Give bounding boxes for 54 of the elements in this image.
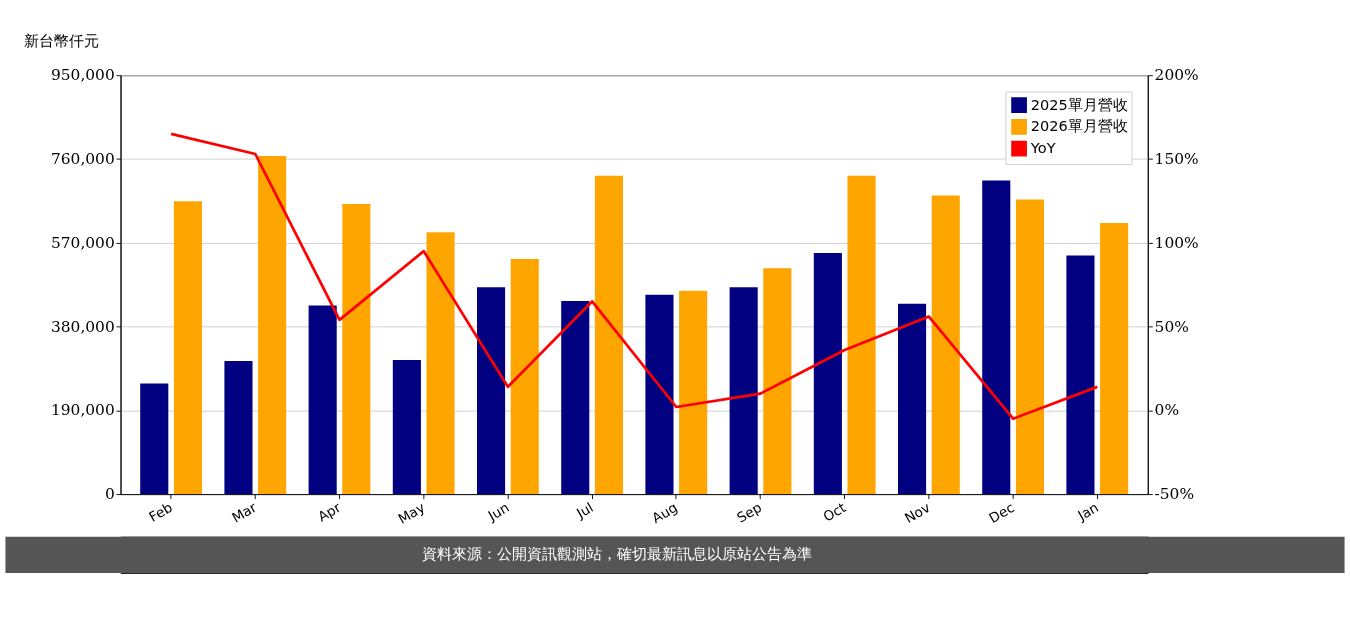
bar bbox=[392, 360, 421, 495]
x-tick-label: Nov bbox=[901, 499, 933, 527]
y2-tick-label: 50% bbox=[1154, 317, 1189, 336]
x-tick-label: Feb bbox=[146, 499, 175, 525]
y-tick-label: 190,000 bbox=[50, 401, 115, 420]
bar bbox=[510, 259, 539, 495]
bar bbox=[258, 155, 287, 495]
bar bbox=[342, 203, 371, 495]
y2-tick-label: 200% bbox=[1154, 66, 1199, 85]
bar bbox=[426, 232, 455, 495]
bar bbox=[173, 201, 202, 495]
legend-label: 2026單月營收 bbox=[1030, 118, 1128, 135]
bar bbox=[898, 303, 927, 495]
y2-tick-label: 100% bbox=[1154, 233, 1199, 252]
y2-tick-label: -50% bbox=[1154, 485, 1195, 504]
x-tick-label: Aug bbox=[649, 499, 681, 527]
bar bbox=[679, 290, 708, 495]
x-tick-label: Mar bbox=[228, 498, 260, 526]
x-tick-label: May bbox=[395, 499, 428, 527]
x-tick-label: Jun bbox=[484, 499, 512, 524]
x-tick-label: Jul bbox=[572, 499, 596, 522]
y2-tick-label: 150% bbox=[1154, 150, 1199, 169]
y-axis-title: 新台幣仟元 bbox=[24, 32, 100, 49]
y2-tick-label: 0% bbox=[1154, 401, 1180, 420]
bar bbox=[594, 175, 623, 495]
bar bbox=[224, 360, 253, 495]
bar bbox=[140, 383, 169, 495]
legend-label: YoY bbox=[1029, 140, 1056, 157]
bar bbox=[308, 305, 337, 495]
bar bbox=[813, 252, 842, 495]
y-tick-label: 0 bbox=[104, 485, 115, 504]
bar bbox=[477, 287, 506, 495]
y-tick-label: 380,000 bbox=[50, 317, 115, 336]
x-tick-label: Dec bbox=[986, 499, 1017, 527]
bar bbox=[1066, 255, 1095, 495]
legend-label: 2025單月營收 bbox=[1030, 96, 1128, 113]
bar bbox=[561, 300, 590, 495]
y-tick-label: 570,000 bbox=[50, 233, 115, 252]
bar bbox=[982, 180, 1011, 495]
bar bbox=[763, 268, 792, 495]
bar bbox=[931, 195, 960, 495]
x-tick-label: Sep bbox=[734, 499, 765, 526]
source-note: 資料來源：公開資訊觀測站，確切最新訊息以原站公告為準 bbox=[422, 546, 813, 563]
line-series bbox=[169, 132, 1099, 421]
x-tick-label: Apr bbox=[314, 498, 344, 525]
x-tick-label: Oct bbox=[820, 499, 849, 525]
bar bbox=[1100, 222, 1129, 495]
y-tick-label: 760,000 bbox=[50, 150, 115, 169]
bar bbox=[645, 294, 674, 495]
bar bbox=[1015, 199, 1044, 495]
bar bbox=[847, 175, 876, 495]
bar bbox=[729, 287, 758, 495]
x-tick-label: Jan bbox=[1074, 499, 1102, 524]
y-tick-label: 950,000 bbox=[50, 66, 115, 85]
